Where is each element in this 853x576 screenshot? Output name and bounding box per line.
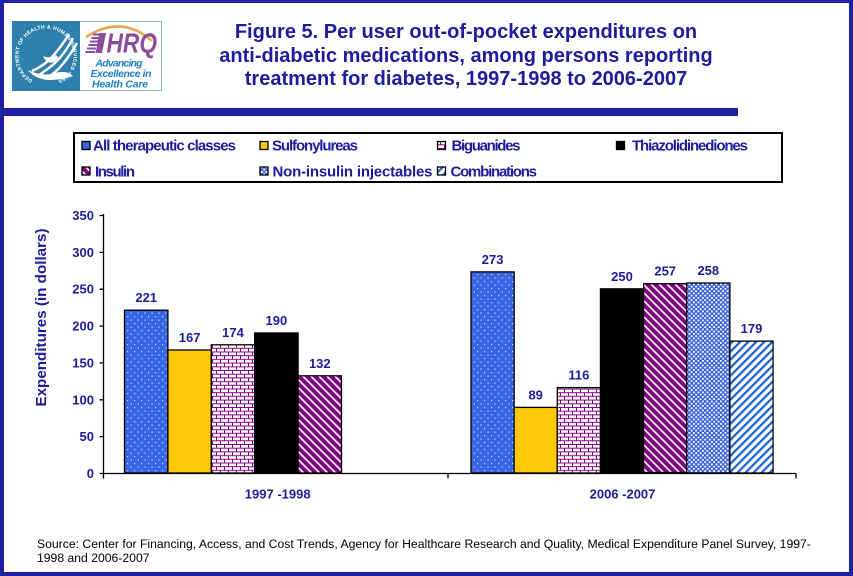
svg-text:167: 167 — [179, 330, 201, 345]
svg-text:190: 190 — [266, 313, 288, 328]
svg-text:HRQ: HRQ — [107, 28, 158, 59]
svg-text:89: 89 — [528, 387, 542, 402]
svg-text:Advancing: Advancing — [95, 59, 144, 70]
svg-text:174: 174 — [222, 325, 244, 340]
svg-text:All therapeutic classes: All therapeutic classes — [93, 138, 236, 155]
svg-text:116: 116 — [568, 368, 589, 383]
svg-text:179: 179 — [741, 321, 763, 336]
svg-text:250: 250 — [72, 282, 94, 297]
svg-text:Biguanides: Biguanides — [452, 138, 521, 155]
svg-text:100: 100 — [72, 392, 94, 407]
svg-text:Insulin: Insulin — [95, 164, 135, 181]
svg-text:0: 0 — [87, 466, 94, 481]
svg-text:257: 257 — [654, 264, 676, 279]
svg-text:200: 200 — [72, 319, 94, 334]
svg-text:300: 300 — [72, 245, 94, 260]
svg-text:50: 50 — [80, 429, 94, 444]
svg-text:350: 350 — [72, 208, 94, 223]
svg-text:Expenditures (in dollars): Expenditures (in dollars) — [33, 228, 50, 406]
svg-text:1997 -1998: 1997 -1998 — [245, 487, 311, 502]
svg-text:Non-insulin injectables: Non-insulin injectables — [273, 164, 433, 181]
svg-text:Health Care: Health Care — [92, 80, 148, 91]
svg-text:273: 273 — [482, 252, 504, 267]
svg-text:258: 258 — [697, 263, 719, 278]
svg-text:250: 250 — [611, 269, 633, 284]
svg-text:Sulfonylureas: Sulfonylureas — [272, 138, 358, 155]
svg-text:2006 -2007: 2006 -2007 — [590, 487, 656, 502]
svg-text:221: 221 — [135, 290, 157, 305]
svg-text:Combinations: Combinations — [451, 164, 538, 181]
svg-text:Excellence in: Excellence in — [91, 69, 152, 80]
svg-text:132: 132 — [309, 356, 331, 371]
svg-text:150: 150 — [72, 355, 94, 370]
svg-text:Thiazolidinediones: Thiazolidinediones — [632, 138, 748, 155]
